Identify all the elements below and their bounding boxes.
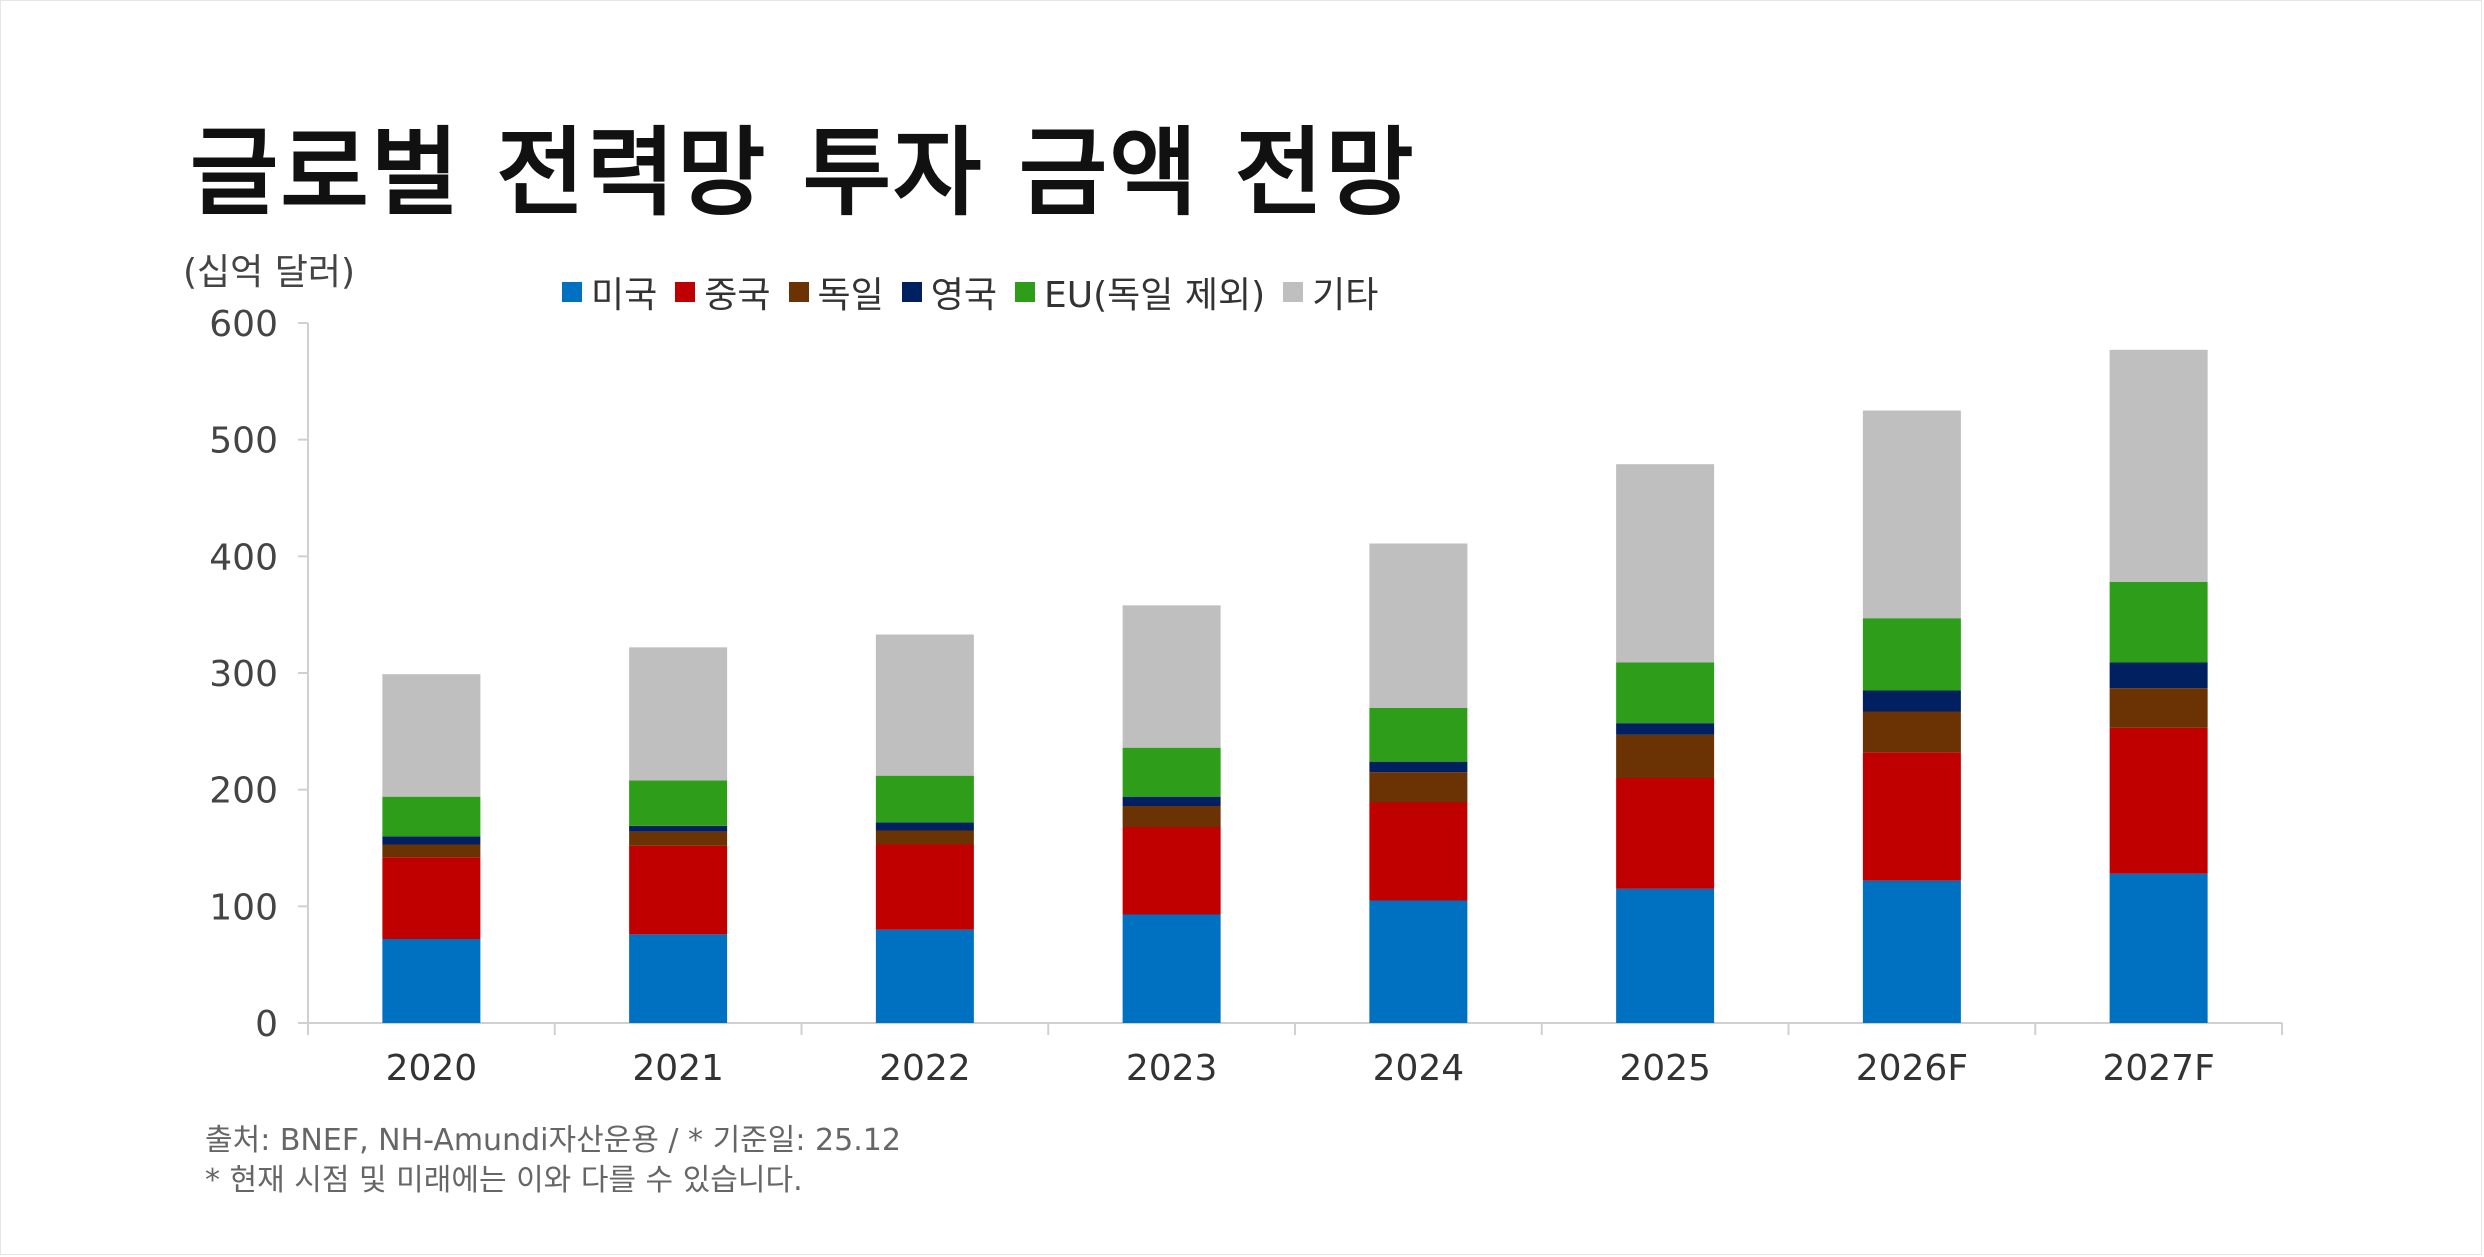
bar-segment-2023-2 bbox=[1122, 806, 1221, 827]
y-tick-label: 300 bbox=[209, 654, 278, 695]
legend-swatch-us bbox=[562, 282, 582, 302]
bar-segment-2024-0 bbox=[1369, 900, 1468, 1023]
bar-segment-2022-0 bbox=[875, 929, 974, 1023]
disclaimer-note: * 현재 시점 및 미래에는 이와 다를 수 있습니다. bbox=[205, 1163, 803, 1198]
bar-segment-2024-2 bbox=[1369, 772, 1468, 803]
x-tick-label: 2024 bbox=[1373, 1048, 1465, 1089]
x-tick-label: 2023 bbox=[1126, 1048, 1218, 1089]
bar-segment-2026F-1 bbox=[1862, 752, 1961, 881]
legend-label-us: 미국 bbox=[591, 275, 658, 316]
bar-segment-2027F-5 bbox=[2109, 349, 2208, 582]
legend-label-china: 중국 bbox=[704, 275, 771, 316]
bar-segment-2024-1 bbox=[1369, 802, 1468, 901]
bar-segment-2027F-0 bbox=[2109, 873, 2208, 1023]
legend-item-uk: 영국 bbox=[901, 266, 997, 318]
bar-segment-2025-2 bbox=[1616, 734, 1715, 778]
y-tick-label: 0 bbox=[255, 1004, 278, 1045]
bar-segment-2020-0 bbox=[382, 939, 481, 1023]
legend-item-china: 중국 bbox=[675, 266, 771, 318]
bar-segment-2020-3 bbox=[382, 836, 481, 845]
bar-segment-2025-0 bbox=[1616, 888, 1715, 1023]
bar-segment-2020-2 bbox=[382, 844, 481, 858]
bar-segment-2021-2 bbox=[629, 831, 728, 846]
legend-label-uk: 영국 bbox=[930, 275, 997, 316]
x-tick-label: 2021 bbox=[632, 1048, 724, 1089]
x-tick-label: 2022 bbox=[879, 1048, 971, 1089]
x-tick-label: 2027F bbox=[2102, 1048, 2214, 1089]
bar-segment-2027F-4 bbox=[2109, 582, 2208, 663]
x-tick-label: 2026F bbox=[1856, 1048, 1968, 1089]
legend-swatch-germany bbox=[788, 282, 809, 302]
bar-segment-2026F-2 bbox=[1862, 711, 1961, 753]
bar-segment-2027F-3 bbox=[2109, 662, 2208, 689]
legend-item-other: 기타 bbox=[1283, 266, 1378, 318]
legend-item-germany: 독일 bbox=[788, 266, 884, 318]
bar-segment-2025-3 bbox=[1616, 723, 1715, 735]
bar-segment-2022-3 bbox=[875, 822, 974, 831]
bar-segment-2022-5 bbox=[875, 634, 974, 776]
bar-segment-2026F-0 bbox=[1862, 880, 1961, 1023]
legend-item-eu: EU(독일 제외) bbox=[1015, 266, 1265, 318]
bar-segment-2021-1 bbox=[629, 845, 728, 935]
legend-label-eu: EU(독일 제외) bbox=[1044, 275, 1266, 316]
y-tick-label: 600 bbox=[209, 304, 278, 345]
bar-segment-2023-4 bbox=[1122, 747, 1221, 797]
bar-segment-2026F-5 bbox=[1862, 410, 1961, 619]
x-tick-label: 2020 bbox=[386, 1048, 478, 1089]
y-tick-label: 400 bbox=[209, 537, 278, 578]
x-tick-label: 2025 bbox=[1619, 1048, 1711, 1089]
y-axis-unit-label: (십억 달러) bbox=[183, 252, 356, 293]
legend-swatch-uk bbox=[901, 282, 922, 302]
bar-segment-2023-1 bbox=[1122, 827, 1221, 915]
bar-segment-2023-5 bbox=[1122, 605, 1221, 748]
bar-segment-2020-4 bbox=[382, 796, 481, 837]
bar-segment-2021-3 bbox=[629, 825, 728, 832]
y-tick-label: 100 bbox=[209, 887, 278, 928]
bar-segment-2024-5 bbox=[1369, 543, 1468, 708]
bar-segment-2025-4 bbox=[1616, 662, 1715, 724]
bar-segment-2026F-4 bbox=[1862, 618, 1961, 691]
chart-title: 글로벌 전력망 투자 금액 전망 bbox=[190, 117, 1416, 229]
legend-label-germany: 독일 bbox=[817, 275, 884, 316]
bar-segment-2023-0 bbox=[1122, 914, 1221, 1023]
bar-segment-2024-4 bbox=[1369, 708, 1468, 762]
bar-segment-2021-5 bbox=[629, 647, 728, 781]
bar-segment-2020-5 bbox=[382, 674, 481, 797]
legend-label-other: 기타 bbox=[1312, 275, 1379, 316]
bar-segment-2025-1 bbox=[1616, 778, 1715, 889]
bar-segment-2022-4 bbox=[875, 775, 974, 823]
legend-swatch-other bbox=[1283, 282, 1304, 302]
bar-segment-2027F-1 bbox=[2109, 727, 2208, 874]
bar-segment-2022-2 bbox=[875, 830, 974, 845]
legend: 미국 중국 독일 영국 EU(독일 제외) 기타 bbox=[562, 266, 1396, 318]
bar-segment-2022-1 bbox=[875, 844, 974, 930]
bar-segment-2025-5 bbox=[1616, 464, 1715, 663]
legend-swatch-eu bbox=[1015, 282, 1035, 302]
legend-swatch-china bbox=[675, 282, 696, 302]
legend-item-us: 미국 bbox=[562, 266, 657, 318]
bar-segment-2021-4 bbox=[629, 780, 728, 826]
bar-segment-2024-3 bbox=[1369, 761, 1468, 773]
bar-segment-2026F-3 bbox=[1862, 690, 1961, 712]
bar-segment-2020-1 bbox=[382, 857, 481, 939]
y-tick-label: 500 bbox=[209, 421, 278, 462]
source-text: 출처: BNEF, NH-Amundi자산운용 / * 기준일: 25.12 bbox=[205, 1123, 901, 1158]
bar-segment-2023-3 bbox=[1122, 796, 1221, 806]
bar-segment-2021-0 bbox=[629, 934, 728, 1023]
y-tick-label: 200 bbox=[209, 771, 278, 812]
bar-segment-2027F-2 bbox=[2109, 688, 2208, 728]
